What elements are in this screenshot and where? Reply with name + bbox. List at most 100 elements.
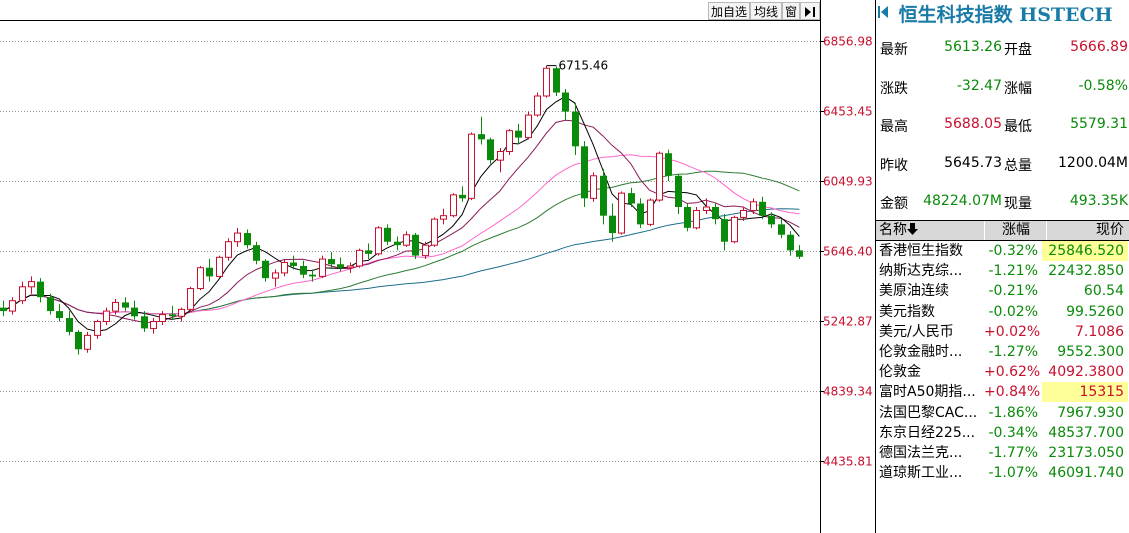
item-price: 7967.930 bbox=[1057, 404, 1124, 421]
arrow-down-icon bbox=[907, 223, 918, 235]
candle bbox=[187, 286, 194, 312]
candle-body bbox=[581, 146, 588, 199]
price-column-header[interactable]: 现价 bbox=[1046, 221, 1129, 240]
candle-body bbox=[693, 209, 700, 229]
candle-body bbox=[66, 318, 73, 332]
item-change: +0.84% bbox=[984, 384, 1041, 401]
candle-body bbox=[206, 267, 213, 277]
y-tick-label: 6856.98 bbox=[823, 35, 873, 49]
candle bbox=[478, 116, 485, 145]
candle bbox=[234, 227, 241, 247]
list-item[interactable]: 德国法兰克... -1.77% 23173.050 bbox=[876, 443, 1129, 463]
item-price: 7.1086 bbox=[1075, 323, 1124, 340]
candle bbox=[141, 311, 148, 332]
candle bbox=[94, 319, 101, 339]
candle bbox=[272, 269, 279, 287]
candle bbox=[384, 224, 391, 246]
candle-body bbox=[272, 272, 279, 279]
quote-value: -0.58% bbox=[1078, 77, 1128, 94]
max-annotation-group: 6715.46 bbox=[546, 59, 608, 73]
add-favorite-button[interactable]: 加自选 bbox=[708, 2, 750, 20]
candle-body bbox=[403, 234, 410, 246]
item-name: 美元/人民币 bbox=[879, 323, 954, 340]
candle bbox=[356, 248, 363, 268]
candle-body bbox=[150, 320, 157, 329]
candle-body bbox=[75, 331, 82, 350]
list-item[interactable]: 伦敦金融时... -1.27% 9552.300 bbox=[876, 342, 1129, 362]
y-tick-label: 5242.87 bbox=[823, 315, 873, 329]
candle-body bbox=[9, 300, 16, 312]
candle bbox=[131, 300, 138, 320]
candle bbox=[0, 300, 7, 317]
candle bbox=[19, 281, 26, 305]
quote-label: 昨收 bbox=[880, 157, 908, 174]
item-change: -1.86% bbox=[988, 404, 1038, 421]
candle-body bbox=[675, 175, 682, 208]
window-button[interactable]: 窗 bbox=[782, 2, 800, 20]
candle-body bbox=[131, 307, 138, 317]
candle-body bbox=[103, 310, 110, 322]
change-column-header[interactable]: 涨幅 bbox=[984, 221, 1047, 240]
ma5-line bbox=[2, 96, 800, 332]
candle-body bbox=[178, 308, 185, 317]
quote-label: 开盘 bbox=[1004, 42, 1032, 58]
item-price: 4092.3800 bbox=[1048, 364, 1124, 381]
list-item[interactable]: 道琼斯工业... -1.07% 46091.740 bbox=[876, 463, 1129, 483]
y-tick-label: 5646.40 bbox=[823, 245, 873, 259]
candle bbox=[468, 132, 475, 201]
item-change: -0.34% bbox=[988, 424, 1038, 441]
candle bbox=[796, 245, 803, 260]
candle-body bbox=[768, 215, 775, 225]
list-item[interactable]: 伦敦金 +0.62% 4092.3800 bbox=[876, 362, 1129, 382]
name-column-header[interactable]: 名称 bbox=[879, 221, 983, 240]
list-item[interactable]: 法国巴黎CAC... -1.86% 7967.930 bbox=[876, 403, 1129, 423]
item-name: 道琼斯工业... bbox=[879, 465, 963, 482]
candle-body bbox=[159, 314, 166, 322]
candle-body bbox=[665, 153, 672, 176]
candle-body bbox=[778, 224, 785, 235]
y-tick-label: 6453.45 bbox=[823, 105, 873, 119]
candle bbox=[693, 207, 700, 230]
collapse-right-button[interactable] bbox=[800, 2, 820, 20]
candle bbox=[459, 186, 466, 202]
candle bbox=[712, 203, 719, 225]
candle-body bbox=[628, 193, 635, 204]
candle-body bbox=[506, 130, 513, 152]
quote-row: 昨收 5645.73 总量 1200.04M bbox=[876, 144, 1129, 182]
price-axis: 6856.98 6453.45 6049.93 5646.40 5242.87 4839.… bbox=[0, 0, 873, 533]
candle-body bbox=[459, 194, 466, 199]
list-item[interactable]: 东京日经225... -0.34% 48537.700 bbox=[876, 423, 1129, 443]
candlestick-chart[interactable]: 6856.98 6453.45 6049.93 5646.40 5242.87 4839.… bbox=[0, 0, 875, 533]
candle bbox=[572, 102, 579, 155]
moving-average-button[interactable]: 均线 bbox=[750, 2, 782, 20]
candle-body bbox=[290, 262, 297, 266]
candle bbox=[150, 318, 157, 334]
list-item[interactable]: 美原油连续 -0.21% 60.54 bbox=[876, 281, 1129, 301]
item-name: 美元指数 bbox=[879, 303, 935, 320]
quote-label: 现量 bbox=[1004, 196, 1032, 212]
candle bbox=[216, 255, 223, 279]
collapse-left-icon[interactable] bbox=[878, 5, 890, 19]
candle-body bbox=[787, 234, 794, 251]
candle-body bbox=[731, 216, 738, 243]
quote-value: 48224.07M bbox=[923, 193, 1002, 209]
candle bbox=[66, 311, 73, 336]
item-price: 99.5260 bbox=[1066, 303, 1124, 320]
list-item[interactable]: 美元指数 -0.02% 99.5260 bbox=[876, 302, 1129, 322]
candle-body bbox=[712, 207, 719, 220]
candle-body bbox=[319, 258, 326, 277]
list-item[interactable]: 富时A50期指... +0.84% 15315 bbox=[876, 382, 1129, 403]
quote-value: 493.35K bbox=[1069, 193, 1128, 209]
candle bbox=[337, 257, 344, 272]
y-tick-label: 6049.93 bbox=[823, 175, 873, 189]
list-item[interactable]: 香港恒生指数 -0.32% 25846.520 bbox=[876, 241, 1129, 261]
candle-body bbox=[309, 274, 316, 277]
list-item[interactable]: 纳斯达克综... -1.21% 22432.850 bbox=[876, 261, 1129, 281]
candle-body bbox=[253, 245, 260, 261]
candle bbox=[450, 193, 457, 218]
item-price: 60.54 bbox=[1083, 283, 1124, 300]
candle-body bbox=[534, 95, 541, 116]
candle bbox=[28, 276, 35, 294]
list-item[interactable]: 美元/人民币 +0.02% 7.1086 bbox=[876, 322, 1129, 342]
item-change: +0.02% bbox=[984, 323, 1041, 340]
